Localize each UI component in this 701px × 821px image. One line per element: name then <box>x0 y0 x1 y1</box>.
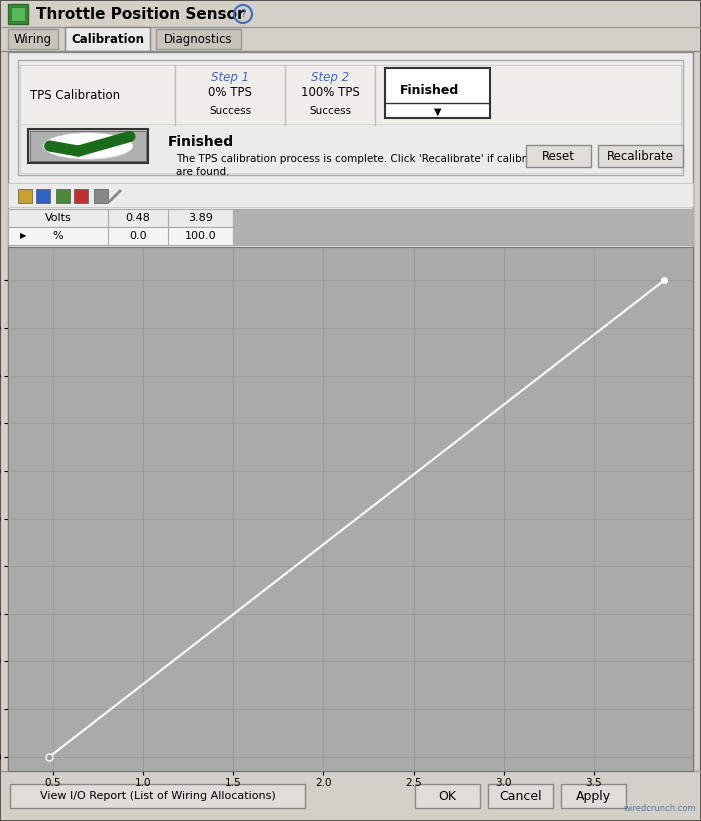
Text: 0.0: 0.0 <box>129 231 147 241</box>
Text: 0.48: 0.48 <box>125 213 151 223</box>
Text: Volts: Volts <box>45 213 72 223</box>
Text: Calibration: Calibration <box>71 33 144 45</box>
Text: are found.: are found. <box>176 167 229 177</box>
Text: OK: OK <box>439 790 456 802</box>
Bar <box>28 129 148 163</box>
FancyBboxPatch shape <box>488 784 553 808</box>
Text: Finished: Finished <box>168 135 234 149</box>
Bar <box>156 29 241 49</box>
Bar <box>8 183 693 207</box>
Bar <box>18 189 32 203</box>
Bar <box>36 189 50 203</box>
FancyBboxPatch shape <box>10 784 305 808</box>
Text: Apply: Apply <box>576 790 611 802</box>
FancyBboxPatch shape <box>415 784 480 808</box>
Text: TPS Calibration: TPS Calibration <box>30 89 120 102</box>
Bar <box>30 131 146 161</box>
Bar <box>385 68 490 118</box>
Bar <box>233 209 693 245</box>
Text: 100.0: 100.0 <box>185 231 217 241</box>
Text: ▼: ▼ <box>434 107 441 117</box>
Ellipse shape <box>43 133 133 159</box>
Bar <box>1 771 700 820</box>
Bar <box>18 60 683 175</box>
Text: Recalibrate: Recalibrate <box>607 149 674 163</box>
Text: ▶: ▶ <box>20 232 26 241</box>
Bar <box>11 7 25 21</box>
Text: Diagnostics: Diagnostics <box>164 33 233 45</box>
FancyBboxPatch shape <box>598 145 683 167</box>
Bar <box>1 27 700 51</box>
Text: Step 1: Step 1 <box>211 71 249 84</box>
Bar <box>8 29 58 49</box>
Bar <box>1 1 700 27</box>
Text: Cancel: Cancel <box>499 790 542 802</box>
Text: Success: Success <box>309 106 351 116</box>
Text: Step 2: Step 2 <box>311 71 349 84</box>
FancyBboxPatch shape <box>561 784 626 808</box>
Bar <box>20 124 681 173</box>
Bar <box>94 189 108 203</box>
Bar <box>8 4 28 24</box>
Text: 100% TPS: 100% TPS <box>301 85 360 99</box>
Bar <box>8 209 693 227</box>
Text: Throttle Position Sensor: Throttle Position Sensor <box>36 7 245 21</box>
Bar <box>8 227 693 245</box>
Text: 3.89: 3.89 <box>189 213 213 223</box>
Bar <box>74 189 88 203</box>
Bar <box>56 189 70 203</box>
Text: Reset: Reset <box>542 149 575 163</box>
Text: Finished: Finished <box>400 84 459 97</box>
Text: 0% TPS: 0% TPS <box>208 85 252 99</box>
Text: View I/O Report (List of Wiring Allocations): View I/O Report (List of Wiring Allocati… <box>40 791 275 801</box>
Text: ?: ? <box>240 9 246 19</box>
Text: %: % <box>53 231 63 241</box>
Text: wiredcrunch.com: wiredcrunch.com <box>623 804 696 813</box>
FancyBboxPatch shape <box>526 145 591 167</box>
Bar <box>65 27 150 51</box>
Bar <box>20 65 681 125</box>
Bar <box>8 52 693 772</box>
Bar <box>8 247 693 771</box>
Text: The TPS calibration process is complete. Click 'Recalibrate' if calibration issu: The TPS calibration process is complete.… <box>176 154 588 164</box>
Text: Wiring: Wiring <box>14 33 52 45</box>
Text: Success: Success <box>209 106 251 116</box>
